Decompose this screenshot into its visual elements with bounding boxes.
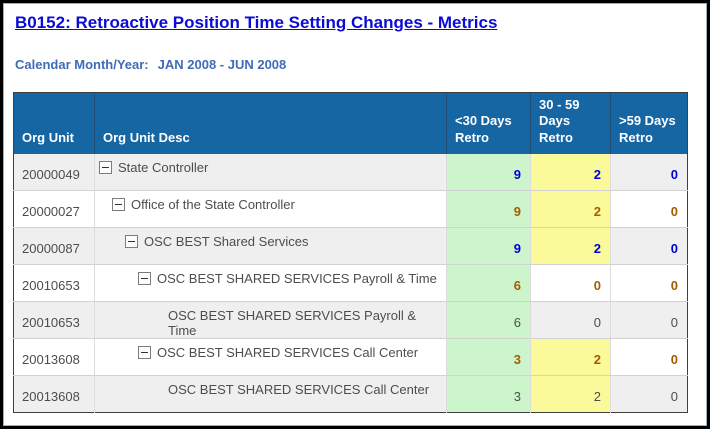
over-59-days-value: 0 xyxy=(610,190,688,229)
org-unit-desc-text: OSC BEST SHARED SERVICES Call Center xyxy=(168,382,430,398)
minus-square-icon[interactable] xyxy=(138,272,151,286)
over-59-days-value: 0 xyxy=(610,153,688,192)
table-row: 20000087 OSC BEST Shared Services 9 2 0 xyxy=(13,227,688,266)
org-unit-desc-cell: State Controller xyxy=(94,153,447,192)
under-30-days-value: 9 xyxy=(446,153,531,192)
org-unit-cell: 20000049 xyxy=(13,153,95,192)
org-unit-desc-text: Office of the State Controller xyxy=(131,197,295,213)
under-30-days-value: 3 xyxy=(446,375,531,413)
days-30-59-value: 2 xyxy=(530,338,611,377)
table-row: 20010653 OSC BEST SHARED SERVICES Payroll… xyxy=(13,264,688,303)
org-unit-desc-text: State Controller xyxy=(118,159,209,175)
org-unit-cell: 20013608 xyxy=(13,338,95,377)
days-30-59-value: 0 xyxy=(530,301,611,340)
org-unit-desc-text: OSC BEST SHARED SERVICES Payroll & Time xyxy=(157,271,437,287)
table-row: 20000049 State Controller 9 2 0 xyxy=(13,153,688,192)
org-unit-desc-text: OSC BEST SHARED SERVICES Call Center xyxy=(157,345,419,361)
days-30-59-value: 2 xyxy=(530,227,611,266)
org-unit-desc-cell: Office of the State Controller xyxy=(94,190,447,229)
minus-square-icon[interactable] xyxy=(138,346,151,360)
under-30-days-value: 6 xyxy=(446,264,531,303)
under-30-days-value: 6 xyxy=(446,301,531,340)
minus-square-icon[interactable] xyxy=(99,160,112,174)
org-unit-cell: 20000027 xyxy=(13,190,95,229)
days-30-59-value: 2 xyxy=(530,375,611,413)
report-table-body: 20000049 State Controller 9 2 0 20000027 Offic… xyxy=(13,153,688,413)
report-window: B0152: Retroactive Position Time Setting… xyxy=(3,3,707,426)
org-unit-cell: 20010653 xyxy=(13,301,95,340)
days-30-59-value: 2 xyxy=(530,153,611,192)
calendar-range-value: JAN 2008 - JUN 2008 xyxy=(157,57,287,72)
calendar-range-label: Calendar Month/Year: xyxy=(15,57,149,72)
column-header-org-unit: Org Unit xyxy=(13,92,95,154)
minus-line xyxy=(141,352,148,354)
org-unit-cell: 20013608 xyxy=(13,375,95,413)
org-unit-desc-cell: OSC BEST SHARED SERVICES Payroll & Time xyxy=(94,301,447,340)
report-title-link[interactable]: B0152: Retroactive Position Time Setting… xyxy=(15,13,498,32)
under-30-days-value: 9 xyxy=(446,227,531,266)
org-unit-desc-cell: OSC BEST Shared Services xyxy=(94,227,447,266)
org-unit-cell: 20000087 xyxy=(13,227,95,266)
metrics-table: Org Unit Org Unit Desc <30 Days Retro 30… xyxy=(13,92,688,414)
days-30-59-value: 2 xyxy=(530,190,611,229)
over-59-days-value: 0 xyxy=(670,389,678,405)
org-unit-desc-cell: OSC BEST SHARED SERVICES Call Center xyxy=(94,338,447,377)
over-59-days-value: 0 xyxy=(610,264,688,303)
under-30-days-value: 9 xyxy=(446,190,531,229)
minus-square-icon[interactable] xyxy=(125,235,138,249)
org-unit-desc-text: OSC BEST SHARED SERVICES Payroll & Time xyxy=(168,308,417,339)
table-row: 20013608 OSC BEST SHARED SERVICES Call Ce… xyxy=(13,338,688,377)
minus-line xyxy=(141,278,148,280)
over-59-days-value: 0 xyxy=(610,301,688,340)
minus-line xyxy=(102,166,109,168)
table-header: Org Unit Org Unit Desc <30 Days Retro 30… xyxy=(13,92,688,154)
minus-line xyxy=(128,241,135,243)
column-header-under-30-days: <30 Days Retro xyxy=(446,92,531,154)
table-row: 20010653 OSC BEST SHARED SERVICES Payroll… xyxy=(13,301,688,340)
under-30-days-value: 3 xyxy=(446,338,531,377)
over-59-days-value: 0 xyxy=(610,227,688,266)
days-30-59-value: 0 xyxy=(530,264,611,303)
column-header-30-59-days: 30 - 59 Days Retro xyxy=(530,92,611,154)
org-unit-desc-cell: OSC BEST SHARED SERVICES Call Center xyxy=(94,375,447,413)
table-row: 20000027 Office of the State Controller 9 2… xyxy=(13,190,688,229)
org-unit-desc-text: OSC BEST Shared Services xyxy=(144,234,309,250)
column-header-over-59-days: >59 Days Retro xyxy=(610,92,688,154)
table-header-row: Org Unit Org Unit Desc <30 Days Retro 30… xyxy=(13,92,688,154)
calendar-range-line: Calendar Month/Year: JAN 2008 - JUN 2008 xyxy=(15,57,286,72)
table-row: 20013608 OSC BEST SHARED SERVICES Call Ce… xyxy=(13,375,688,413)
org-unit-cell: 20010653 xyxy=(13,264,95,303)
minus-square-icon[interactable] xyxy=(112,198,125,212)
over-59-days-value: 0 xyxy=(610,338,688,377)
org-unit-desc-cell: OSC BEST SHARED SERVICES Payroll & Time xyxy=(94,264,447,303)
column-header-org-unit-desc: Org Unit Desc xyxy=(94,92,447,154)
minus-line xyxy=(115,204,122,206)
